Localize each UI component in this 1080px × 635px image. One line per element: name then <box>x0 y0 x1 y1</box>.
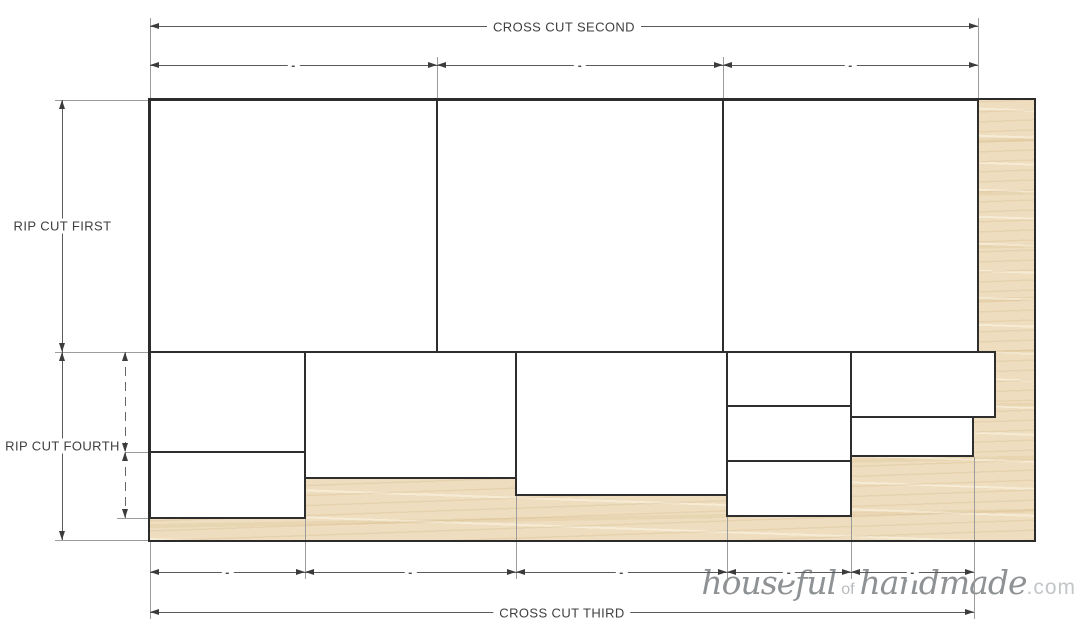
extension-line <box>55 352 150 353</box>
dimension-line-vertical: RIP CUT FIRST <box>7 100 118 352</box>
dimension-line-horizontal: - <box>516 565 727 580</box>
dimension-arrow-down <box>59 531 65 540</box>
extension-line <box>117 452 150 453</box>
dimension-arrow-right <box>969 62 978 68</box>
cut-piece <box>149 99 438 353</box>
dimension-arrow-left <box>727 569 736 575</box>
dimension-arrow-down <box>122 443 128 452</box>
cut-piece <box>722 99 979 353</box>
dimension-arrow-up <box>59 100 65 109</box>
dimension-line-horizontal: - <box>150 565 305 580</box>
dimension-line-horizontal: - <box>851 565 974 580</box>
dimension-line-horizontal: - <box>437 58 723 73</box>
extension-line <box>55 100 150 101</box>
dimension-arrow-left <box>516 569 525 575</box>
dimension-arrow-left <box>150 23 159 29</box>
extension-line <box>974 457 975 619</box>
watermark-suffix-com: .com <box>1026 576 1076 599</box>
dimension-label: - <box>844 58 857 73</box>
extension-line <box>437 57 438 100</box>
dimension-label: CROSS CUT SECOND <box>487 19 641 34</box>
dimension-arrow-up <box>122 452 128 461</box>
watermark-logo: houseful of handmade .com <box>701 563 1076 602</box>
dimension-line-horizontal: - <box>305 565 516 580</box>
dimension-line-horizontal: - <box>150 58 437 73</box>
extension-line <box>851 517 852 579</box>
extension-line <box>516 479 517 579</box>
extension-line <box>150 540 151 619</box>
dimension-arrow-right <box>965 569 974 575</box>
cut-piece <box>149 351 306 453</box>
cut-piece <box>850 416 974 457</box>
cut-piece <box>304 351 517 479</box>
dimension-arrow-right <box>428 62 437 68</box>
dimension-arrow-right <box>714 62 723 68</box>
dimension-line-horizontal: CROSS CUT SECOND <box>150 19 978 34</box>
dimension-line-vertical <box>122 352 128 452</box>
dimension-arrow-left <box>851 569 860 575</box>
watermark-word-of: of <box>841 581 855 598</box>
dimension-arrow-left <box>150 569 159 575</box>
dimension-arrow-left <box>437 62 446 68</box>
dimension-arrow-right <box>969 23 978 29</box>
extension-line <box>727 517 728 579</box>
dimension-line-vertical <box>122 452 128 518</box>
extension-line <box>150 18 151 100</box>
dimension-label: - <box>573 58 587 73</box>
dimension-arrow-left <box>305 569 314 575</box>
dimension-arrow-right <box>842 569 851 575</box>
dimension-arrow-left <box>150 62 159 68</box>
dimension-arrow-left <box>150 609 159 615</box>
dimension-line-horizontal: - <box>727 565 851 580</box>
dimension-label: - <box>615 565 628 580</box>
plywood-sheet-border <box>148 98 1036 542</box>
dimension-label: - <box>906 565 919 580</box>
dimension-arrow-right <box>718 569 727 575</box>
dimension-arrow-right <box>965 609 974 615</box>
dimension-line-horizontal: - <box>723 58 978 73</box>
cut-piece <box>726 460 852 517</box>
dimension-line-horizontal: CROSS CUT THIRD <box>150 605 974 620</box>
dimension-line-vertical: RIP CUT FOURTH <box>0 352 126 540</box>
dimension-arrow-right <box>507 569 516 575</box>
dimension-arrow-down <box>122 509 128 518</box>
dimension-arrow-down <box>59 343 65 352</box>
extension-line <box>978 18 979 100</box>
dimension-label: - <box>404 565 417 580</box>
extension-line <box>55 540 150 541</box>
watermark-word-handmade: handmade <box>859 563 1028 602</box>
dimension-label: - <box>221 565 234 580</box>
dimension-label: - <box>287 58 300 73</box>
cut-piece <box>436 99 724 353</box>
dimension-label: - <box>782 565 796 580</box>
extension-line <box>723 57 724 100</box>
dimension-arrow-left <box>723 62 732 68</box>
dimension-arrow-up <box>59 352 65 361</box>
dimension-arrow-right <box>296 569 305 575</box>
extension-line <box>117 518 150 519</box>
extension-line <box>305 519 306 579</box>
dimension-arrow-up <box>122 352 128 361</box>
dimension-label: CROSS CUT THIRD <box>493 605 631 620</box>
cut-piece <box>515 351 728 496</box>
cut-piece <box>149 451 306 519</box>
dimension-label: RIP CUT FIRST <box>7 218 118 234</box>
dimension-label: RIP CUT FOURTH <box>0 438 126 454</box>
